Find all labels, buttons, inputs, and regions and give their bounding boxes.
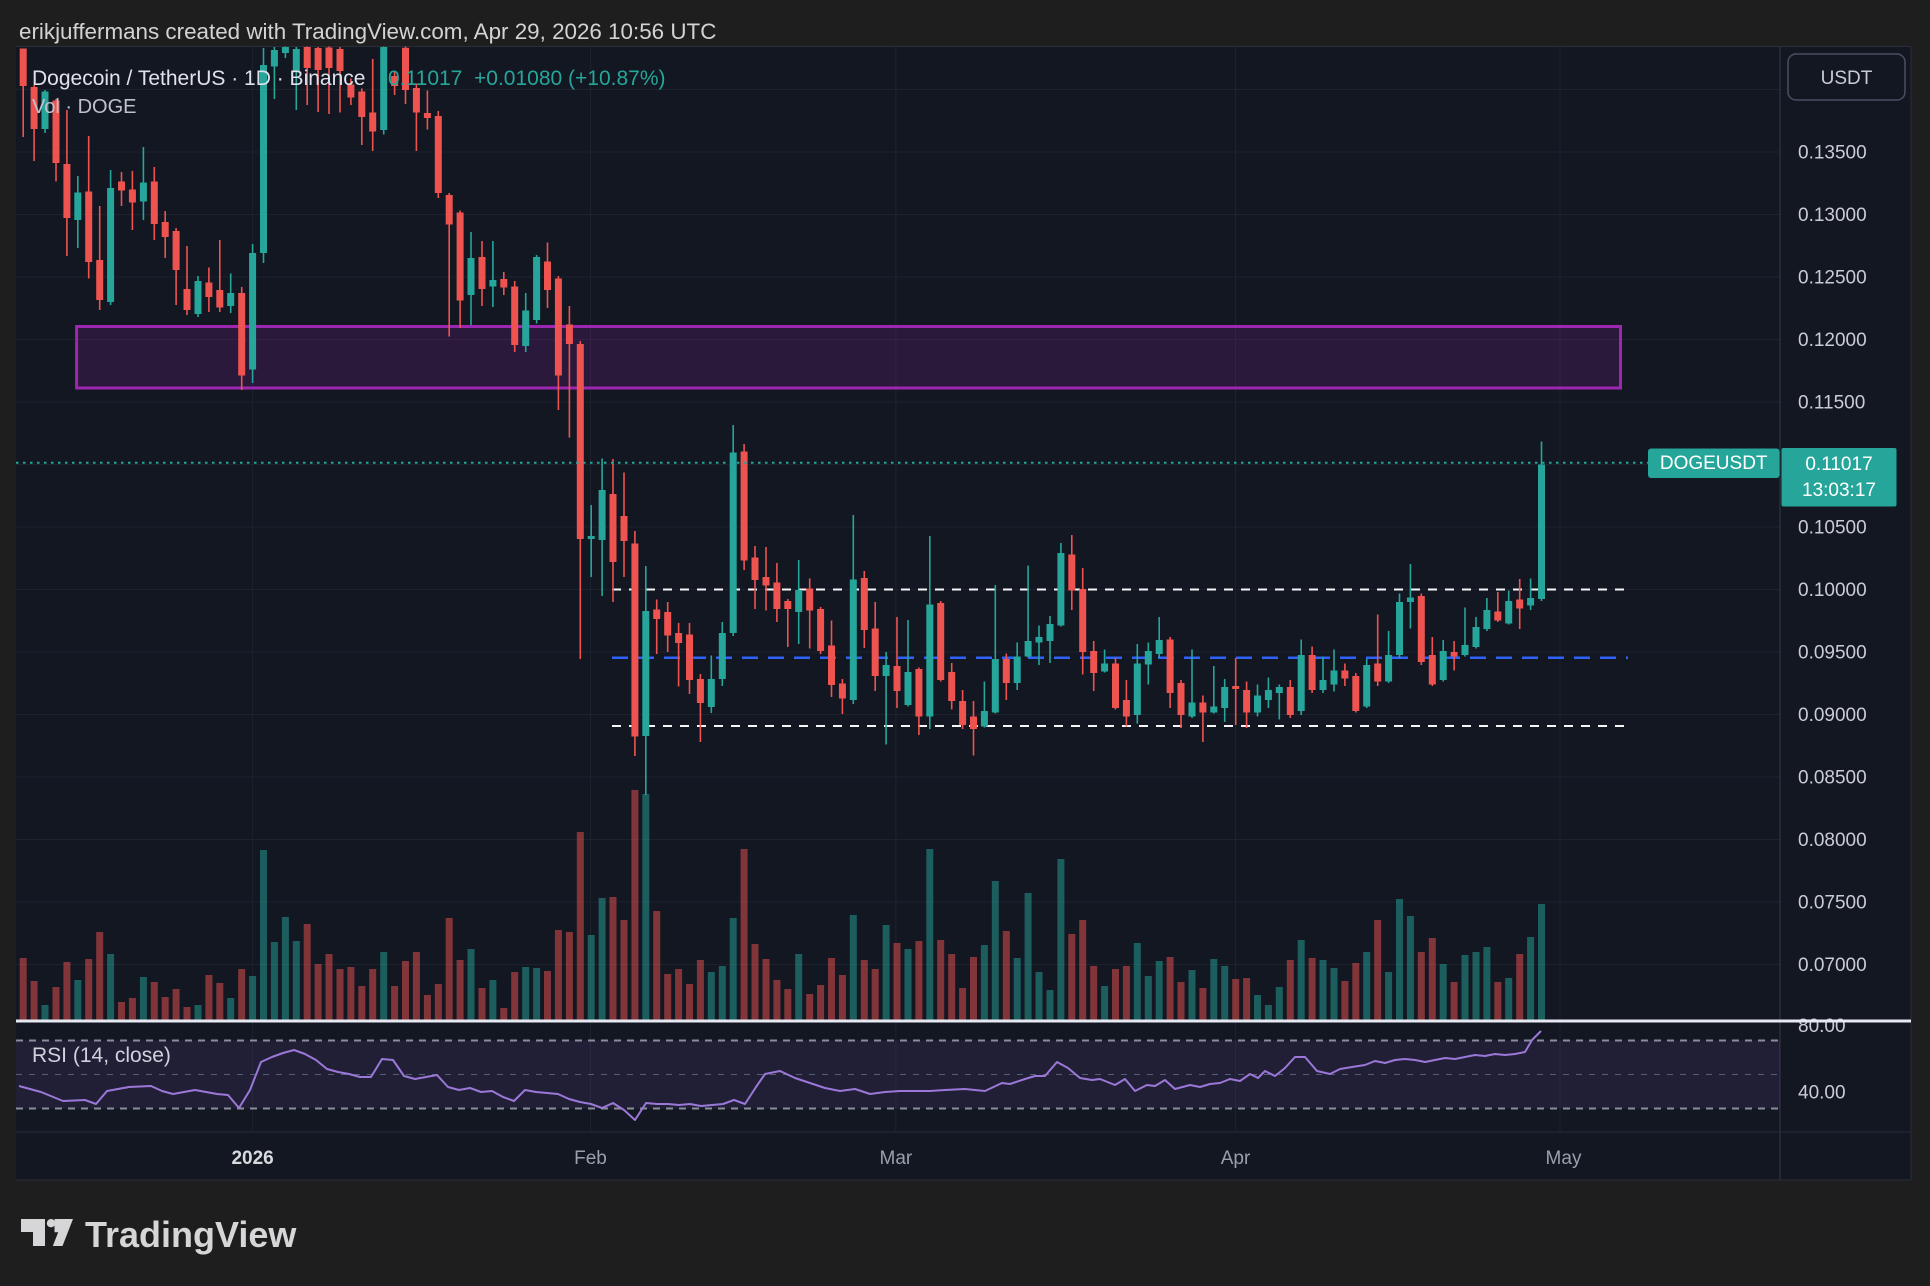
svg-text:0.09500: 0.09500 [1798,643,1867,664]
svg-text:0.13000: 0.13000 [1798,205,1867,226]
svg-text:0.11017: 0.11017 [388,67,462,90]
svg-text:0.12000: 0.12000 [1798,330,1867,351]
svg-text:0.12500: 0.12500 [1798,268,1867,289]
svg-text:Dogecoin / TetherUS · 1D · Bin: Dogecoin / TetherUS · 1D · Binance [32,67,365,90]
svg-text:erikjuffermans created with Tr: erikjuffermans created with TradingView.… [19,19,716,44]
svg-text:80.00: 80.00 [1798,1016,1846,1037]
svg-text:2026: 2026 [231,1148,273,1169]
svg-text:TradingView: TradingView [85,1214,297,1255]
svg-text:0.11017: 0.11017 [1805,454,1872,475]
svg-text:DOGEUSDT: DOGEUSDT [1660,453,1768,474]
svg-text:Vol · DOGE: Vol · DOGE [32,96,136,118]
svg-text:May: May [1546,1148,1582,1169]
svg-text:0.10000: 0.10000 [1798,580,1867,601]
svg-text:0.08500: 0.08500 [1798,768,1867,789]
svg-text:0.11500: 0.11500 [1798,393,1865,414]
svg-text:RSI (14, close): RSI (14, close) [32,1044,171,1067]
svg-text:Feb: Feb [574,1148,607,1169]
svg-text:13:03:17: 13:03:17 [1802,480,1876,501]
svg-text:0.13500: 0.13500 [1798,143,1867,164]
svg-text:USDT: USDT [1821,68,1873,89]
svg-text:0.10500: 0.10500 [1798,518,1867,539]
svg-text:Apr: Apr [1221,1148,1251,1169]
svg-text:0.07000: 0.07000 [1798,955,1867,976]
svg-text:Mar: Mar [880,1148,913,1169]
svg-text:40.00: 40.00 [1798,1083,1846,1104]
svg-text:0.07500: 0.07500 [1798,893,1867,914]
svg-text:0.09000: 0.09000 [1798,705,1867,726]
svg-text:+0.01080 (+10.87%): +0.01080 (+10.87%) [474,67,665,90]
svg-text:0.08000: 0.08000 [1798,830,1867,851]
